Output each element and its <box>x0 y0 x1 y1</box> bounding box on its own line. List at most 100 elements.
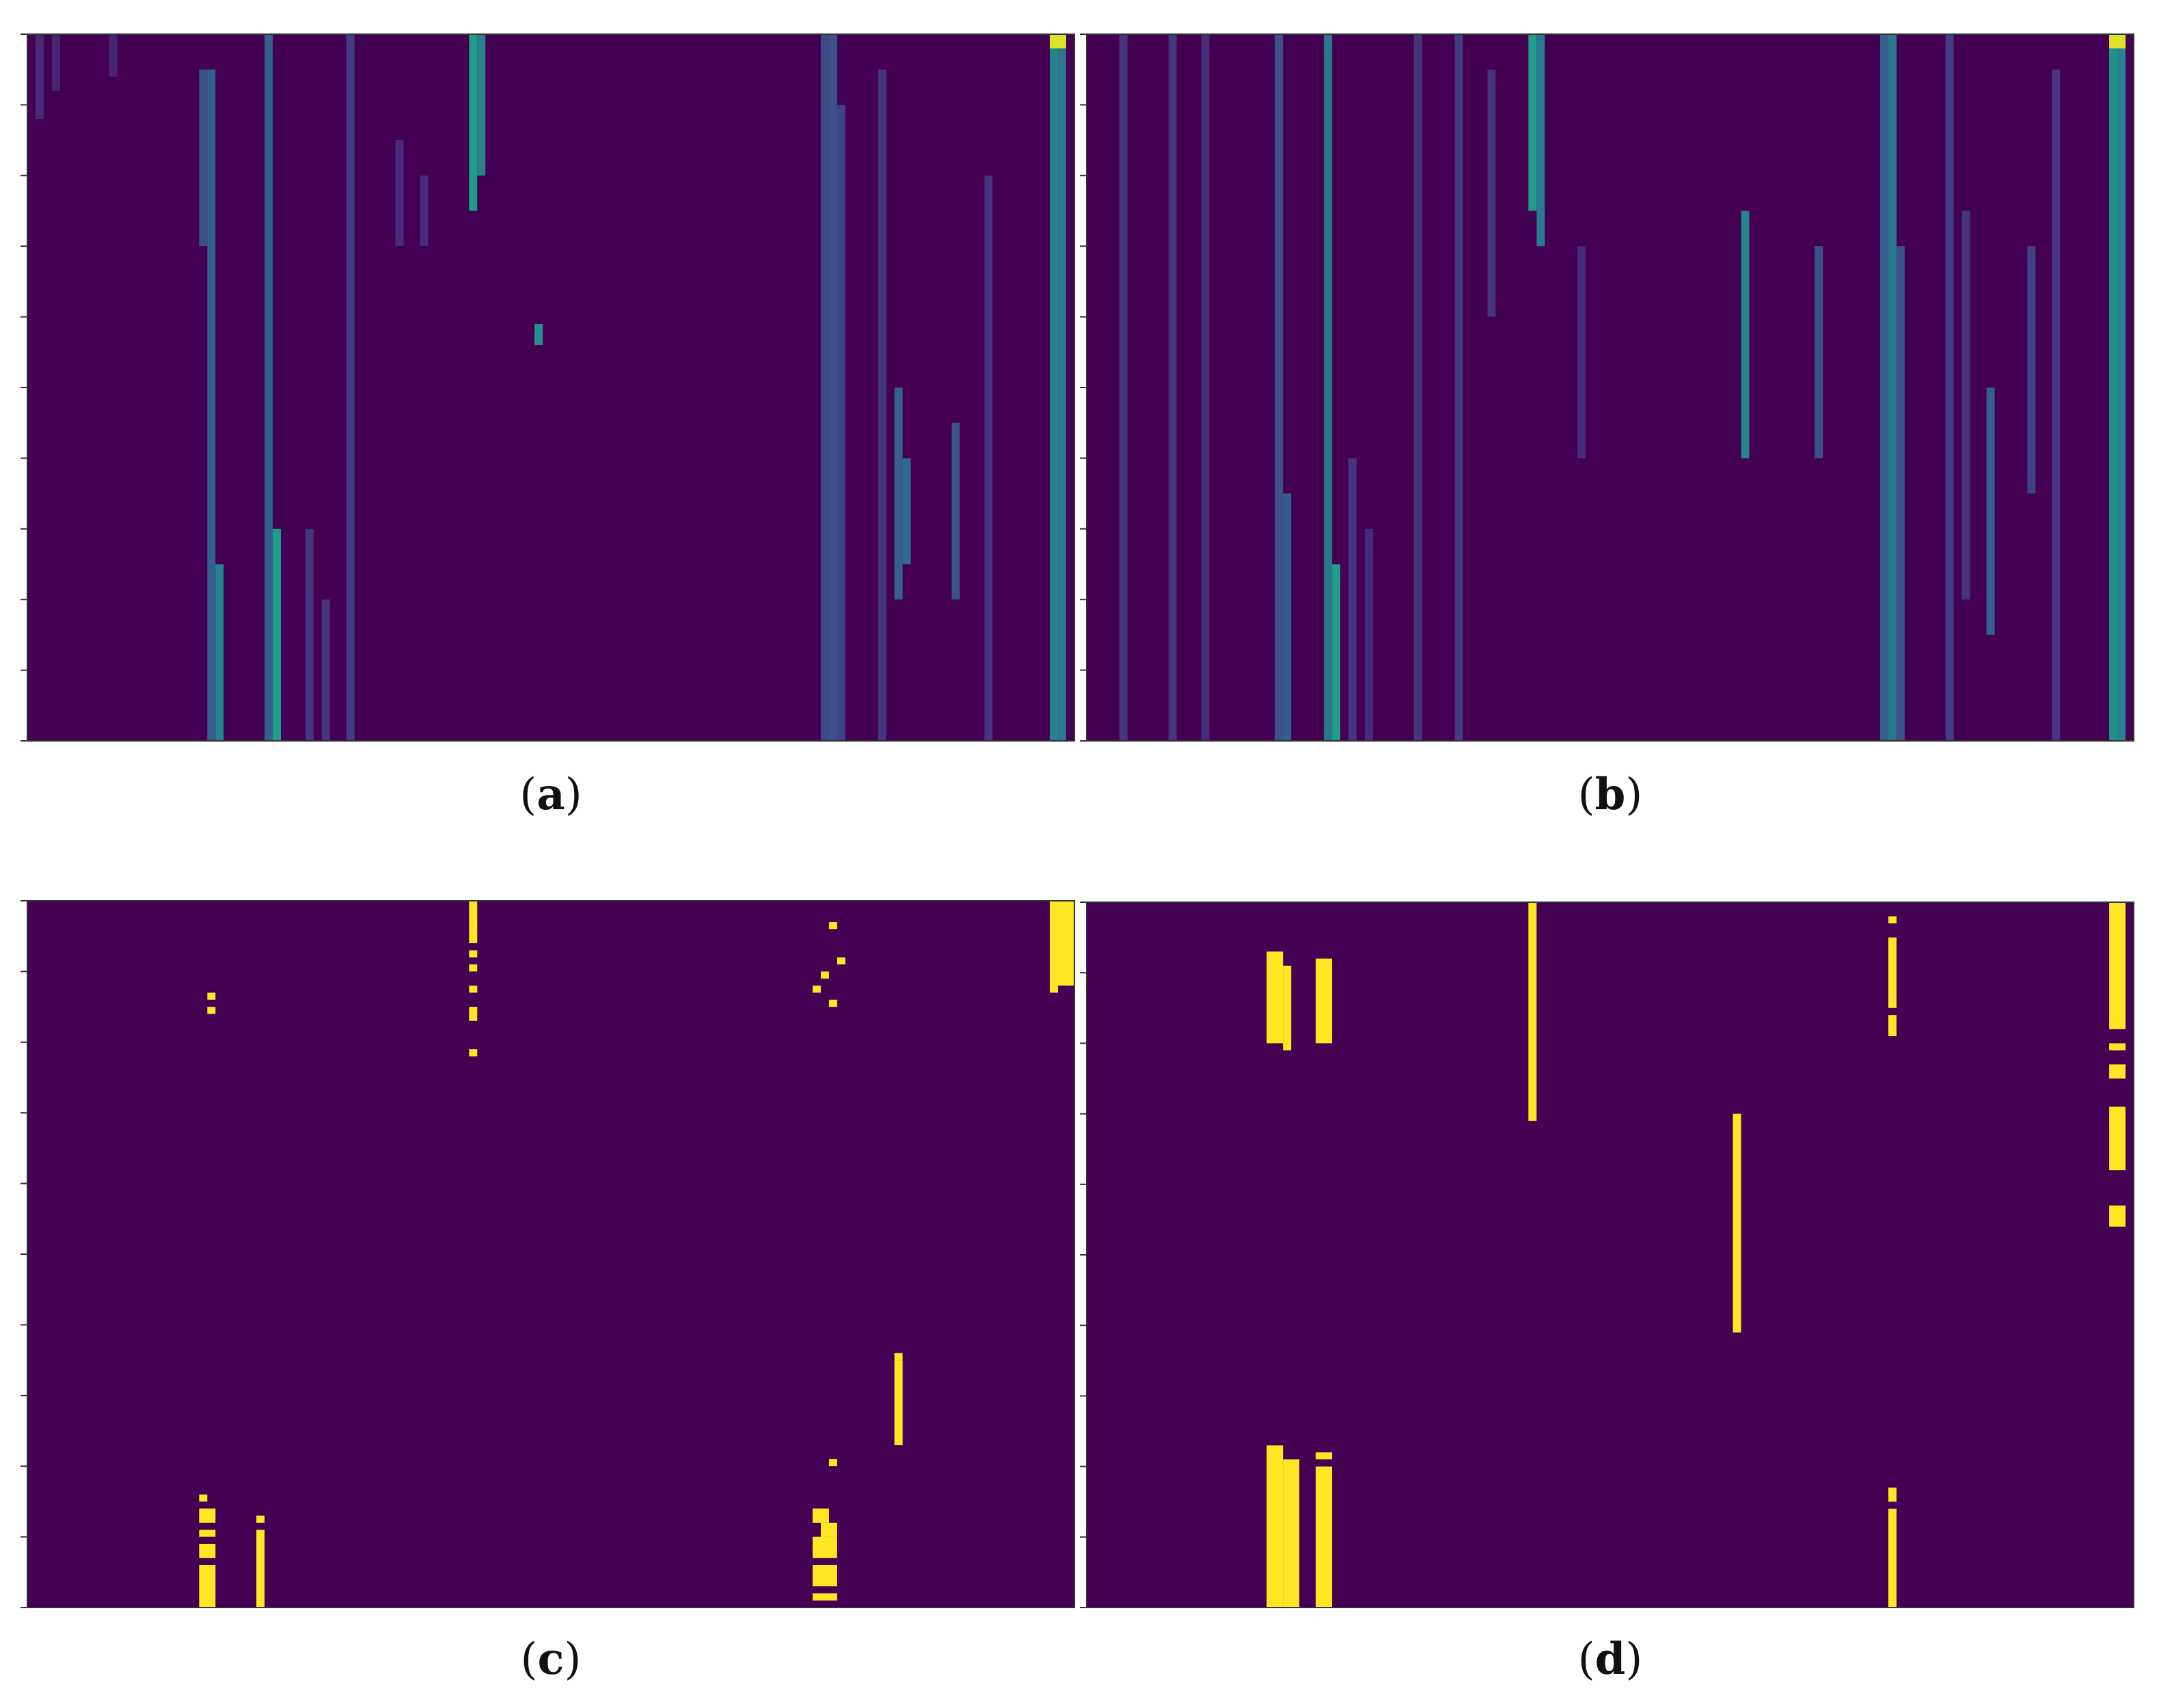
heatmap-column-band <box>1896 246 1905 741</box>
heatmap-a <box>21 33 1075 742</box>
heatmap-column-band <box>305 528 314 741</box>
active-segment <box>256 1515 265 1523</box>
heatmap-column-band <box>828 34 837 741</box>
active-segment <box>894 1360 903 1446</box>
heatmap-column-band <box>207 69 216 741</box>
heatmap-column-band <box>1275 34 1284 741</box>
active-segment <box>1316 1452 1333 1460</box>
heatmap-column-band <box>1487 69 1496 317</box>
active-segment <box>2109 1205 2126 1227</box>
heatmap-column-band <box>1050 34 1059 49</box>
heatmap-column-band <box>469 34 478 211</box>
heatmap-column-band <box>1168 34 1177 741</box>
active-segment <box>1733 1113 1741 1333</box>
heatmap-column-band <box>1413 34 1422 741</box>
heatmap-column-band <box>1888 34 1897 741</box>
heatmap-column-band <box>534 323 543 345</box>
active-segment <box>828 1459 837 1467</box>
heatmap-column-band <box>984 175 993 741</box>
active-segment <box>1888 916 1897 923</box>
heatmap-column-band <box>420 175 429 247</box>
heatmap-column-band <box>109 34 118 77</box>
heatmap-column-band <box>35 34 44 120</box>
active-segment <box>199 1564 216 1608</box>
heatmap-column-band <box>1058 34 1067 741</box>
active-segment <box>469 1014 478 1021</box>
heatmap-column-band <box>2109 34 2118 741</box>
heatmap-column-band <box>894 388 903 600</box>
heatmap-column-band <box>199 69 208 247</box>
active-segment <box>828 922 837 930</box>
heatmap-panel-a <box>21 33 1075 742</box>
active-segment <box>199 1494 208 1502</box>
caption-b-label: b <box>1594 769 1626 820</box>
heatmap-column-band <box>1945 34 1954 741</box>
active-segment <box>837 957 845 965</box>
heatmap-column-band <box>1058 34 1067 49</box>
heatmap-column-band <box>1348 458 1357 741</box>
active-segment <box>469 986 478 993</box>
active-segment <box>1888 1015 1897 1037</box>
heatmap-column-band <box>2117 34 2126 741</box>
heatmap-background <box>27 901 1074 1608</box>
active-segment <box>1528 902 1537 1121</box>
heatmap-panel-c <box>21 900 1075 1608</box>
active-segment <box>2109 1022 2126 1029</box>
heatmap-b <box>1080 33 2134 742</box>
heatmap-column-band <box>215 564 224 741</box>
active-segment <box>820 971 829 979</box>
heatmap-column-band <box>2109 34 2118 49</box>
heatmap-column-band <box>51 34 60 91</box>
active-segment <box>813 1508 829 1523</box>
heatmap-column-band <box>1879 34 1888 741</box>
active-segment <box>199 1530 216 1537</box>
heatmap-column-band <box>1201 34 1210 741</box>
heatmap-column-band <box>878 69 886 741</box>
heatmap-column-band <box>477 34 486 176</box>
active-segment <box>469 964 478 972</box>
heatmap-column-band <box>1536 34 1545 247</box>
active-segment <box>820 1522 837 1537</box>
heatmap-column-band <box>1528 34 1537 211</box>
heatmap-column-band <box>2117 34 2126 49</box>
active-segment <box>207 1007 216 1014</box>
active-segment <box>2109 1064 2126 1079</box>
heatmap-d <box>1080 902 2134 1608</box>
heatmap-column-band <box>1364 528 1373 741</box>
caption-a: (a) <box>519 769 582 820</box>
heatmap-c <box>21 900 1075 1608</box>
active-segment <box>1888 1508 1897 1608</box>
active-segment <box>469 901 478 944</box>
heatmap-column-band <box>273 528 282 741</box>
heatmap-column-band <box>346 34 355 741</box>
heatmap-column-band <box>264 34 273 741</box>
heatmap-column-band <box>1577 246 1586 459</box>
active-segment <box>469 1007 478 1014</box>
heatmap-column-band <box>321 599 330 741</box>
heatmap-column-band <box>1986 388 1995 635</box>
active-segment <box>813 1536 837 1558</box>
heatmap-column-band <box>1815 246 1823 459</box>
heatmap-column-band <box>1454 34 1463 741</box>
active-segment <box>1050 986 1059 993</box>
caption-c-label: c <box>537 1634 565 1685</box>
heatmap-background <box>1087 34 2134 741</box>
active-segment <box>1050 901 1074 986</box>
caption-d-label: d <box>1594 1634 1626 1685</box>
active-segment <box>1283 965 1292 1050</box>
active-segment <box>2109 902 2126 1022</box>
active-segment <box>469 1049 478 1057</box>
heatmap-column-band <box>902 458 911 565</box>
heatmap-column-band <box>1741 211 1750 459</box>
active-segment <box>199 1508 216 1523</box>
active-segment <box>813 1593 837 1601</box>
active-segment <box>1266 951 1284 1044</box>
heatmap-column-band <box>2052 69 2061 741</box>
heatmap-column-band <box>1283 493 1292 741</box>
active-segment <box>813 986 821 993</box>
active-segment <box>207 992 216 1000</box>
active-segment <box>1266 1445 1284 1608</box>
active-segment <box>1316 1466 1333 1608</box>
active-segment <box>813 1564 837 1586</box>
active-segment <box>1888 1487 1897 1502</box>
